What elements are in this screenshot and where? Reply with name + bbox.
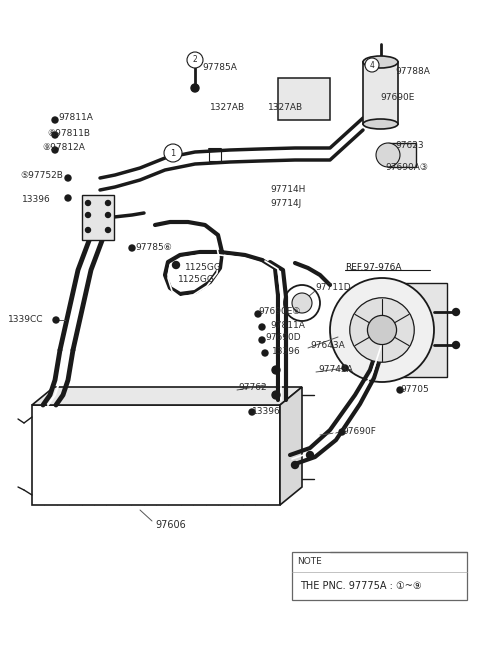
Circle shape — [65, 195, 71, 201]
Circle shape — [339, 429, 345, 435]
Text: 13396: 13396 — [272, 346, 301, 356]
Text: 97690E: 97690E — [380, 94, 414, 102]
Circle shape — [52, 132, 58, 138]
Circle shape — [272, 391, 280, 399]
Text: 97743A: 97743A — [318, 365, 353, 375]
Text: 1327AB: 1327AB — [210, 103, 245, 113]
Circle shape — [52, 147, 58, 153]
Circle shape — [368, 316, 396, 345]
Circle shape — [453, 341, 459, 348]
Text: REF.97-976A: REF.97-976A — [345, 263, 401, 272]
Circle shape — [106, 200, 110, 206]
Text: 1339CC: 1339CC — [8, 316, 44, 324]
Circle shape — [187, 52, 203, 68]
Text: 97606: 97606 — [155, 520, 186, 530]
Text: 97785A: 97785A — [202, 64, 237, 73]
Circle shape — [307, 451, 313, 458]
Circle shape — [262, 350, 268, 356]
Polygon shape — [280, 387, 302, 505]
Text: 97711D: 97711D — [315, 284, 350, 293]
Text: ⑨97812A: ⑨97812A — [42, 143, 85, 153]
Text: 97690D: 97690D — [265, 333, 300, 343]
Text: 97643A: 97643A — [310, 341, 345, 350]
Circle shape — [350, 298, 414, 362]
Text: 13396: 13396 — [22, 195, 51, 204]
Text: 97623: 97623 — [395, 141, 424, 149]
Text: NOTE: NOTE — [297, 557, 322, 567]
Circle shape — [85, 200, 91, 206]
Circle shape — [52, 117, 58, 123]
Bar — [363, 62, 398, 124]
Bar — [82, 195, 114, 240]
Text: THE PNC. 97775A : ①~⑨: THE PNC. 97775A : ①~⑨ — [300, 581, 421, 591]
Circle shape — [65, 175, 71, 181]
Circle shape — [376, 143, 400, 167]
Circle shape — [259, 337, 265, 343]
Circle shape — [53, 317, 59, 323]
Circle shape — [272, 366, 280, 374]
Circle shape — [259, 324, 265, 330]
Text: 2: 2 — [192, 56, 197, 64]
Circle shape — [453, 309, 459, 316]
Bar — [388, 143, 416, 167]
Text: 13396: 13396 — [252, 407, 281, 417]
Circle shape — [249, 409, 255, 415]
Circle shape — [191, 84, 199, 92]
Text: 97811A: 97811A — [270, 320, 305, 329]
Circle shape — [164, 144, 182, 162]
Text: 97690A③: 97690A③ — [385, 164, 428, 172]
Text: 97788A: 97788A — [395, 67, 430, 77]
Text: 97785⑥: 97785⑥ — [135, 244, 172, 252]
Text: 1: 1 — [170, 149, 176, 157]
Text: 97714H: 97714H — [270, 185, 305, 195]
Circle shape — [292, 293, 312, 313]
Circle shape — [330, 278, 434, 382]
Text: 4: 4 — [370, 60, 374, 69]
Text: 1327AB: 1327AB — [268, 103, 303, 113]
Circle shape — [284, 285, 320, 321]
Text: 1125GG: 1125GG — [178, 276, 215, 284]
Ellipse shape — [363, 119, 398, 129]
Text: 97690E⑥: 97690E⑥ — [258, 307, 300, 316]
Ellipse shape — [363, 56, 398, 68]
Text: ⑤97752B: ⑤97752B — [20, 170, 63, 179]
Polygon shape — [32, 387, 302, 405]
Circle shape — [342, 365, 348, 371]
Circle shape — [85, 227, 91, 233]
Circle shape — [129, 245, 135, 251]
Circle shape — [85, 212, 91, 217]
Circle shape — [291, 462, 299, 468]
Text: 97690F: 97690F — [342, 428, 376, 436]
Circle shape — [172, 261, 180, 269]
Text: 97714J: 97714J — [270, 198, 301, 208]
Circle shape — [255, 311, 261, 317]
Circle shape — [106, 227, 110, 233]
Text: 97705: 97705 — [400, 386, 429, 394]
Text: 1125GG: 1125GG — [185, 263, 222, 272]
Bar — [292, 552, 467, 600]
Text: 97811A: 97811A — [58, 113, 93, 122]
Bar — [32, 405, 280, 505]
Bar — [278, 78, 330, 120]
Circle shape — [106, 212, 110, 217]
Circle shape — [397, 387, 403, 393]
Bar — [372, 283, 447, 377]
Text: ⑧97811B: ⑧97811B — [47, 128, 90, 138]
Circle shape — [365, 58, 379, 72]
Text: 97762: 97762 — [238, 383, 266, 392]
